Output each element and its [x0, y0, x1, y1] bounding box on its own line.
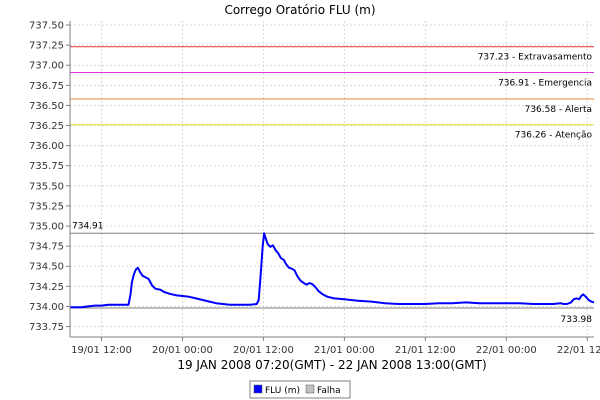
- x-tick-label: 22/01 12:00: [557, 345, 600, 356]
- threshold-label: 736.91 - Emergencia: [498, 78, 592, 88]
- x-axis-label: 19 JAN 2008 07:20(GMT) - 22 JAN 2008 13:…: [177, 358, 486, 372]
- chart-title: Corrego Oratório FLU (m): [224, 3, 375, 17]
- legend-swatch: [253, 384, 263, 394]
- y-tick-label: 734.50: [29, 262, 64, 273]
- x-tick-label: 21/01 12:00: [395, 345, 456, 356]
- y-tick-label: 735.50: [29, 181, 64, 192]
- y-tick-label: 735.75: [29, 161, 64, 172]
- x-tick-label: 20/01 12:00: [233, 345, 294, 356]
- y-tick-label: 737.50: [29, 21, 64, 32]
- legend: FLU (m) Falha: [249, 380, 351, 399]
- y-tick-label: 736.75: [29, 81, 64, 92]
- series-line: [70, 232, 595, 309]
- y-tick-label: 737.00: [29, 61, 64, 72]
- y-tick-label: 734.75: [29, 242, 64, 253]
- x-tick-label: 22/01 00:00: [476, 345, 537, 356]
- plot-area: [70, 21, 594, 337]
- y-tick-label: 736.50: [29, 101, 64, 112]
- x-tick-label: 20/01 00:00: [152, 345, 213, 356]
- grid-lines: [70, 21, 594, 337]
- series-layer: [70, 232, 595, 309]
- threshold-label: 737.23 - Extravasamento: [478, 53, 593, 63]
- y-tick-label: 736.25: [29, 121, 64, 132]
- legend-label: Falha: [317, 386, 341, 396]
- y-tick-label: 734.00: [29, 302, 64, 313]
- y-tick-label: 736.00: [29, 141, 64, 152]
- threshold-label: 736.58 - Alerta: [525, 105, 592, 115]
- marker-label: 733.98: [561, 315, 593, 325]
- y-tick-label: 735.25: [29, 201, 64, 212]
- marker-label: 734.91: [72, 221, 104, 231]
- axes: 733.75 734.00 734.25 734.50 734.75 735.00 735.…: [29, 21, 600, 356]
- legend-box: [249, 380, 351, 399]
- threshold-label: 736.26 - Atenção: [515, 131, 593, 141]
- threshold-lines: 737.23 - Extravasamento 736.91 - Emergenc…: [70, 46, 594, 141]
- marker-lines: 734.91 733.98: [70, 221, 594, 325]
- x-tick-label: 21/01 00:00: [314, 345, 375, 356]
- y-tick-label: 734.25: [29, 282, 64, 293]
- legend-label: FLU (m): [265, 386, 300, 396]
- x-tick-label: 19/01 12:00: [71, 345, 132, 356]
- y-tick-label: 735.00: [29, 222, 64, 233]
- legend-swatch: [305, 384, 315, 394]
- y-tick-label: 737.25: [29, 41, 64, 52]
- y-tick-label: 733.75: [29, 322, 64, 333]
